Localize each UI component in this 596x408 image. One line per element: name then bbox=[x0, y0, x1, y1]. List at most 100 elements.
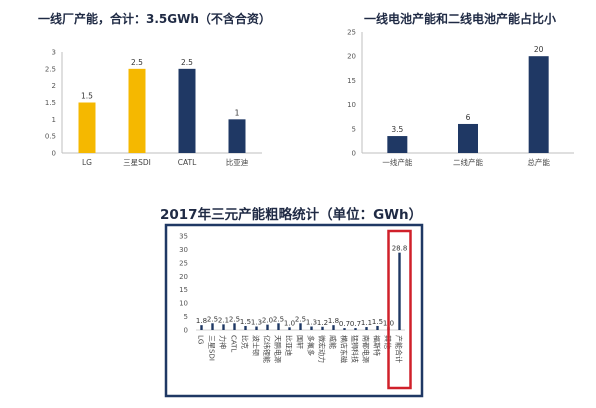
chart-1-first-tier-capacity: 0 0.5 1 1.5 2 2.5 3 1.5 LG 2.5 三星SDI 2.5 CATL 1 比亚迪 bbox=[45, 49, 262, 167]
y-tick-label: 10 bbox=[347, 101, 356, 109]
category-label: 福斯特 bbox=[373, 335, 382, 356]
data-label: 2.5 bbox=[295, 315, 306, 323]
category-label: 横店东磁 bbox=[340, 335, 349, 363]
data-label: 1.0 bbox=[284, 319, 295, 327]
bar bbox=[178, 68, 196, 153]
data-label: 2.5 bbox=[181, 58, 193, 67]
category-label: 比亚迪 bbox=[226, 157, 249, 167]
highlight-box bbox=[387, 229, 412, 390]
category-label: CATL bbox=[230, 335, 238, 352]
category-label: 三星SDI bbox=[208, 335, 216, 361]
y-tick-label: 20 bbox=[347, 53, 356, 61]
bar bbox=[211, 323, 214, 330]
category-label: 比亚迪 bbox=[285, 335, 294, 356]
data-label: 1.5 bbox=[81, 92, 93, 101]
data-label: 2.5 bbox=[207, 315, 218, 323]
category-label: 产能合计 bbox=[395, 335, 404, 363]
bar bbox=[310, 326, 313, 330]
y-tick-label: 5 bbox=[352, 125, 356, 133]
bar bbox=[354, 328, 357, 330]
category-label: LG bbox=[82, 158, 92, 167]
category-label: 多氟多 bbox=[307, 335, 316, 356]
y-tick-label: 25 bbox=[347, 29, 356, 37]
bar bbox=[398, 252, 401, 330]
category-label: 国轩 bbox=[296, 335, 305, 349]
y-tick-label: 20 bbox=[179, 273, 188, 281]
y-tick-label: 35 bbox=[179, 233, 188, 241]
category-label: 比克 bbox=[241, 335, 250, 349]
category-label: 波士顿 bbox=[252, 335, 261, 356]
chart-2-title: 一线电池产能和二线电池产能占比小 bbox=[364, 12, 557, 26]
bar bbox=[78, 102, 96, 153]
data-label: 3.5 bbox=[391, 125, 403, 134]
bar bbox=[343, 328, 346, 330]
data-label: 1.3 bbox=[306, 319, 317, 327]
category-label: 总产能 bbox=[527, 157, 550, 167]
data-label: 2.5 bbox=[229, 315, 240, 323]
bar bbox=[277, 323, 280, 330]
chart-frame bbox=[164, 223, 424, 398]
category-label: 亿纬锂能 bbox=[263, 335, 272, 363]
chart-3-ternary-capacity-2017: 0 5 10 15 20 25 30 35 1.8 LG 2.5 三星SDI 2.1 力神 2.5 CATL 1… bbox=[164, 223, 424, 398]
data-label: 2.1 bbox=[218, 316, 229, 324]
bar bbox=[266, 324, 269, 330]
category-label: CATL bbox=[178, 158, 197, 167]
data-label: 1.8 bbox=[328, 317, 339, 325]
category-label: 力神 bbox=[219, 335, 228, 349]
bar bbox=[288, 327, 291, 330]
data-label: 1.8 bbox=[196, 317, 207, 325]
category-label: 二线产能 bbox=[453, 157, 483, 167]
chart-3-title: 2017年三元产能粗略统计（单位：GWh） bbox=[160, 207, 423, 223]
chart-2-capacity-share: 0 5 10 15 20 25 3.5 一线产能 6 二线产能 20 总产能 bbox=[347, 29, 574, 167]
bar bbox=[528, 56, 549, 154]
data-label: 1.2 bbox=[317, 319, 328, 327]
y-tick-label: 0.5 bbox=[45, 133, 56, 141]
bar bbox=[332, 325, 335, 330]
data-label: 6 bbox=[466, 113, 471, 122]
y-tick-label: 0 bbox=[184, 327, 188, 335]
category-label: 微宏动力 bbox=[318, 335, 327, 363]
category-label: 三星SDI bbox=[123, 158, 151, 167]
data-label: 2.0 bbox=[262, 317, 273, 325]
bar bbox=[233, 323, 236, 330]
data-label: 0.7 bbox=[350, 320, 361, 328]
bar bbox=[228, 119, 246, 153]
y-tick-label: 1.5 bbox=[45, 99, 56, 107]
y-tick-label: 3 bbox=[52, 49, 56, 57]
bar bbox=[255, 326, 258, 330]
y-tick-label: 15 bbox=[179, 286, 188, 294]
bar bbox=[222, 324, 225, 330]
bar bbox=[365, 327, 368, 330]
category-label: 一线产能 bbox=[382, 157, 412, 167]
bar bbox=[387, 136, 408, 153]
y-tick-label: 2 bbox=[52, 82, 56, 90]
data-label: 1.5 bbox=[372, 318, 383, 326]
y-tick-label: 30 bbox=[179, 246, 188, 254]
bar bbox=[299, 323, 302, 330]
category-label: 南都电源 bbox=[362, 335, 371, 363]
data-label: 1 bbox=[235, 108, 240, 117]
bar bbox=[458, 123, 478, 153]
y-tick-label: 0 bbox=[352, 150, 356, 158]
data-label: 1.3 bbox=[251, 319, 262, 327]
bar bbox=[244, 325, 247, 330]
y-tick-label: 1 bbox=[52, 116, 56, 124]
y-tick-label: 5 bbox=[184, 313, 188, 321]
data-label: 0.7 bbox=[339, 320, 350, 328]
y-tick-label: 15 bbox=[347, 77, 356, 85]
bar bbox=[376, 325, 379, 330]
category-label: LG bbox=[197, 335, 205, 344]
data-label: 20 bbox=[534, 45, 544, 54]
y-tick-label: 25 bbox=[179, 259, 188, 267]
bar bbox=[128, 68, 146, 153]
data-label: 1.1 bbox=[361, 319, 372, 327]
y-tick-label: 0 bbox=[52, 150, 56, 158]
data-label: 28.8 bbox=[392, 245, 408, 253]
chart-1-title: 一线厂产能，合计：3.5GWh（不含合资） bbox=[38, 12, 271, 26]
data-label: 2.5 bbox=[273, 315, 284, 323]
y-tick-label: 2.5 bbox=[45, 65, 56, 73]
bar bbox=[200, 325, 203, 330]
category-label: 威能 bbox=[329, 335, 338, 349]
data-label: 2.5 bbox=[131, 58, 143, 67]
